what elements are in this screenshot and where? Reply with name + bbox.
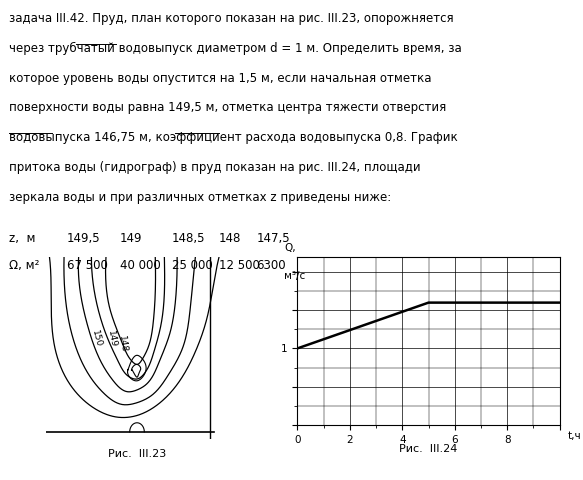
Text: поверхности воды равна 149,5 м, отметка центра тяжести отверстия: поверхности воды равна 149,5 м, отметка … <box>9 101 446 114</box>
Text: притока воды (гидрограф) в пруд показан на рис. III.24, площади: притока воды (гидрограф) в пруд показан … <box>9 161 420 174</box>
Text: Ω, м²: Ω, м² <box>9 259 39 272</box>
Text: 6300: 6300 <box>257 259 286 272</box>
Text: 150: 150 <box>90 329 103 348</box>
Text: 149: 149 <box>120 232 142 245</box>
Text: 12 500: 12 500 <box>219 259 259 272</box>
Text: зеркала воды и при различных отметках z приведены ниже:: зеркала воды и при различных отметках z … <box>9 191 391 204</box>
Text: 149,5: 149,5 <box>67 232 101 245</box>
Text: 147,5: 147,5 <box>257 232 290 245</box>
Text: 148: 148 <box>219 232 241 245</box>
Text: задача III.42. Пруд, план которого показан на рис. III.23, опорожняется: задача III.42. Пруд, план которого показ… <box>9 12 454 25</box>
Text: 25 000: 25 000 <box>172 259 213 272</box>
Text: Рис.  III.23: Рис. III.23 <box>108 449 166 459</box>
Text: водовыпуска 146,75 м, коэффициент расхода водовыпуска 0,8. График: водовыпуска 146,75 м, коэффициент расход… <box>9 131 458 144</box>
Text: Рис.  III.24: Рис. III.24 <box>399 444 458 454</box>
Text: 148: 148 <box>117 335 128 353</box>
Text: м³/с: м³/с <box>284 271 305 280</box>
Text: 40 000: 40 000 <box>120 259 160 272</box>
Text: которое уровень воды опустится на 1,5 м, если начальная отметка: которое уровень воды опустится на 1,5 м,… <box>9 72 431 84</box>
Text: Q,: Q, <box>284 243 296 253</box>
Text: z,  м: z, м <box>9 232 35 245</box>
Text: 149: 149 <box>106 330 117 348</box>
Text: через трубчатый водовыпуск диаметром d = 1 м. Определить время, за: через трубчатый водовыпуск диаметром d =… <box>9 42 462 55</box>
Text: 67 500: 67 500 <box>67 259 108 272</box>
Text: t,ч: t,ч <box>568 431 581 441</box>
Text: 148,5: 148,5 <box>172 232 205 245</box>
